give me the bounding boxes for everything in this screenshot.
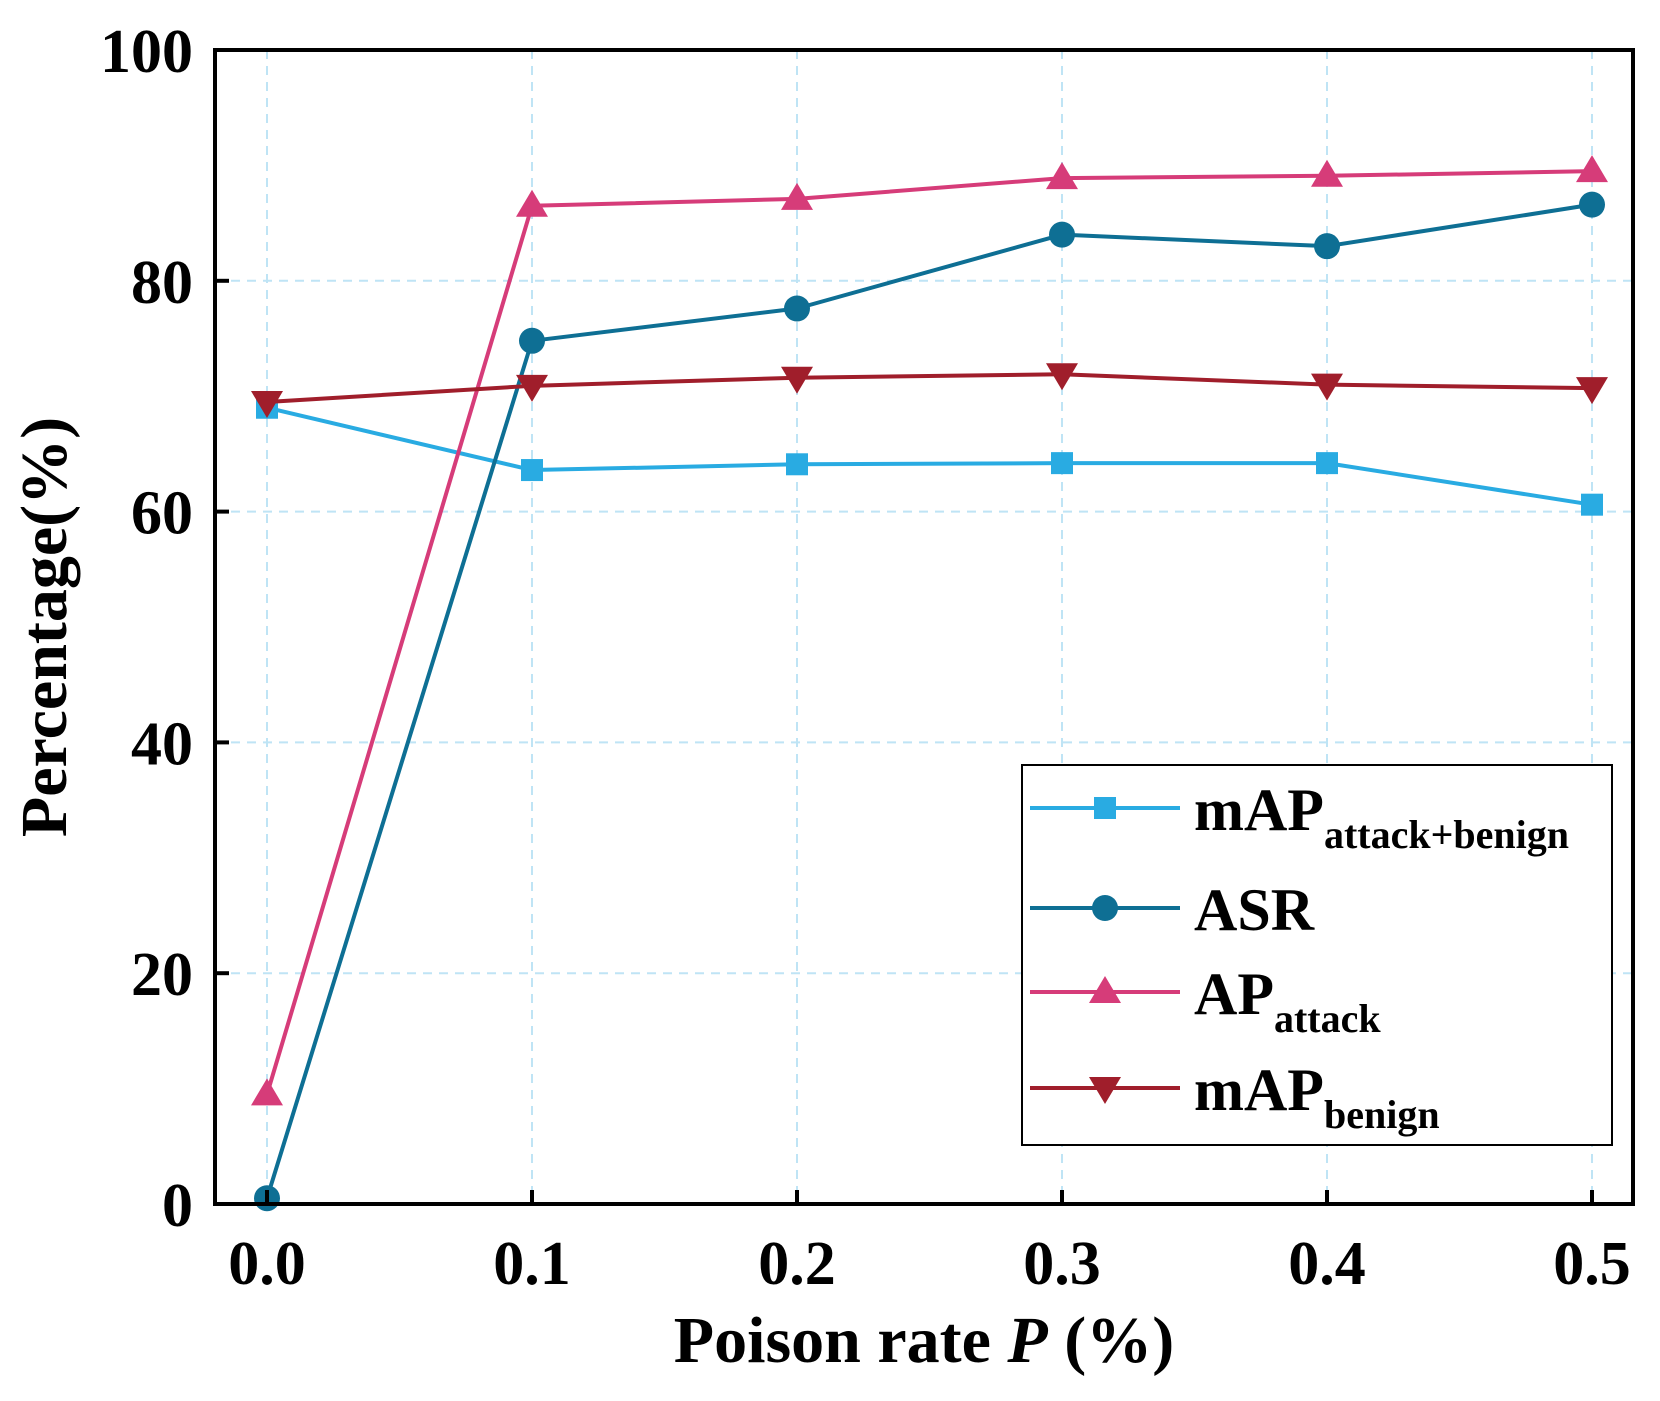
x-axis-title: Poison rate P (%) <box>674 1304 1174 1377</box>
y-tick-label: 80 <box>131 249 193 317</box>
data-point <box>781 366 813 394</box>
data-point <box>1576 155 1608 183</box>
data-point <box>1579 191 1605 218</box>
y-tick-label: 0 <box>162 1172 193 1240</box>
x-axis-title-prefix: Poison rate <box>674 1304 1008 1377</box>
data-point <box>519 327 545 354</box>
legend-swatch-marker <box>1089 976 1121 1003</box>
x-axis-title-suffix: (%) <box>1048 1304 1174 1377</box>
legend-label-main: mAP <box>1194 777 1324 843</box>
data-point <box>786 453 808 476</box>
x-tick-label: 0.2 <box>758 1230 836 1298</box>
legend-swatch-marker <box>1092 895 1118 921</box>
legend-label-main: mAP <box>1194 1057 1324 1123</box>
data-point <box>516 189 548 217</box>
series-line <box>266 372 1593 404</box>
axis-ticks: 0.0 0.1 0.2 0.3 0.4 0.5 0 20 40 60 80 100 <box>100 18 1631 1298</box>
y-tick-label: 20 <box>131 941 193 1009</box>
legend-item: mAPattack+benign <box>1030 777 1569 857</box>
legend-label-main: AP <box>1194 961 1274 1027</box>
legend-label-subscript: attack <box>1274 996 1381 1041</box>
y-axis-title: Percentage(%) <box>8 417 81 837</box>
data-point <box>251 390 283 418</box>
data-point <box>1046 363 1078 391</box>
legend-item: mAPbenign <box>1030 1057 1440 1137</box>
series-0 <box>256 396 1603 516</box>
x-tick-label: 0.3 <box>1023 1230 1101 1298</box>
legend-label: ASR <box>1194 877 1315 943</box>
series-3 <box>251 363 1608 418</box>
data-point <box>521 459 543 482</box>
legend-label: mAPbenign <box>1194 1057 1440 1137</box>
y-tick-label: 60 <box>131 480 193 548</box>
data-point <box>516 374 548 402</box>
legend-label: mAPattack+benign <box>1194 777 1569 857</box>
data-point <box>1051 452 1073 475</box>
y-tick-label: 100 <box>100 18 193 86</box>
legend-label-subscript: benign <box>1324 1092 1440 1137</box>
x-tick-label: 0.5 <box>1553 1230 1631 1298</box>
series-line <box>265 169 1593 1095</box>
series-1 <box>254 191 1605 1212</box>
data-point <box>1311 159 1343 187</box>
data-point <box>1581 493 1603 516</box>
series-line <box>265 202 1593 1199</box>
data-point <box>1314 233 1340 260</box>
series-2 <box>251 155 1608 1106</box>
plot-frame <box>213 48 1635 1206</box>
data-point <box>1049 221 1075 248</box>
legend-item: ASR <box>1030 877 1315 943</box>
x-axis-title-variable: P <box>1006 1304 1048 1377</box>
legend-swatch-marker <box>1089 1077 1121 1104</box>
y-tick-label: 40 <box>131 710 193 778</box>
legend-label: APattack <box>1194 961 1381 1041</box>
data-point <box>784 295 810 322</box>
data-point <box>1046 162 1078 190</box>
legend-label-main: ASR <box>1194 877 1315 943</box>
x-tick-label: 0.0 <box>228 1230 306 1298</box>
legend-swatch-marker <box>1094 797 1116 819</box>
data-point <box>1576 377 1608 405</box>
x-tick-label: 0.1 <box>493 1230 571 1298</box>
data-point <box>1316 452 1338 475</box>
x-tick-label: 0.4 <box>1288 1230 1366 1298</box>
data-point <box>1311 373 1343 401</box>
legend-box <box>1021 764 1613 1146</box>
data-point <box>781 182 813 210</box>
series-layer <box>251 155 1608 1212</box>
legend-item: APattack <box>1030 961 1381 1041</box>
data-point <box>251 1078 283 1106</box>
series-line <box>266 405 1593 507</box>
legend-label-subscript: attack+benign <box>1324 812 1569 857</box>
